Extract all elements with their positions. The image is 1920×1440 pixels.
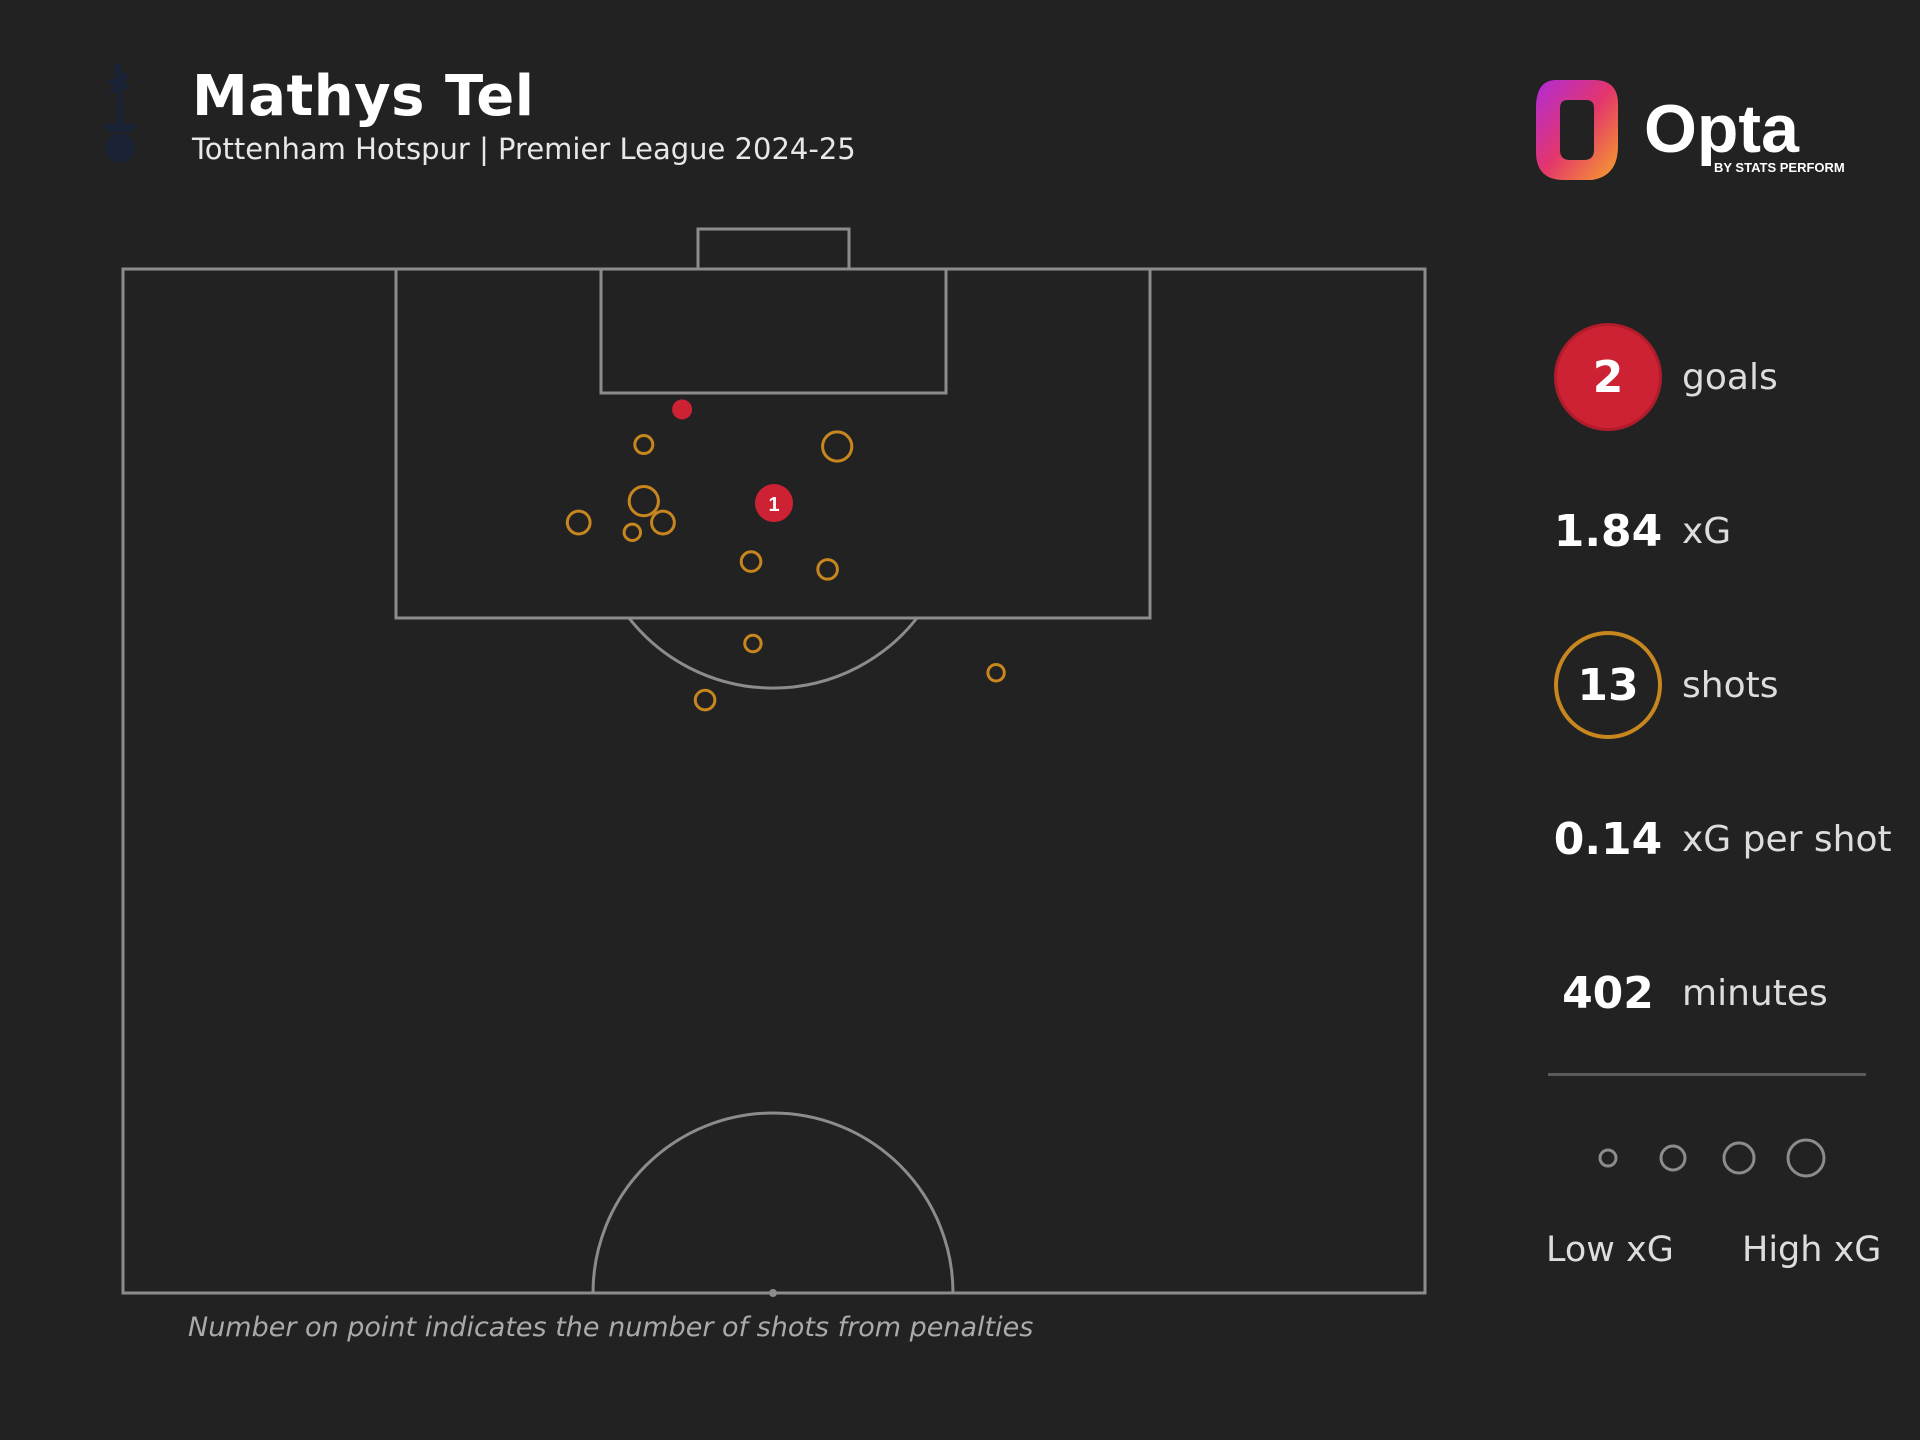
penalty-area	[394, 267, 1152, 620]
six-yard-box	[599, 267, 948, 395]
footnote: Number on point indicates the number of …	[188, 1312, 1034, 1343]
penalty-arc	[627, 617, 919, 690]
legend-marker-high	[1786, 1138, 1826, 1178]
xg-label: xG	[1682, 510, 1732, 552]
xg-per-shot-stat: 0.14 xG per shot	[1554, 784, 1894, 894]
subtitle: Tottenham Hotspur | Premier League 2024-…	[192, 131, 856, 166]
xg-value-wrap: 1.84	[1553, 477, 1663, 585]
xg-per-shot-value: 0.14	[1553, 813, 1663, 865]
xg-per-shot-label: xG per shot	[1682, 818, 1892, 860]
goal-marker	[755, 484, 793, 523]
shot-marker	[743, 633, 763, 654]
goals-label: goals	[1682, 356, 1778, 398]
legend-marker-mid-high	[1722, 1141, 1756, 1175]
shots-circle: 13	[1554, 631, 1662, 739]
opta-logo: Opta BY STATS PERFORM	[1536, 80, 1845, 180]
centre-spot	[769, 1289, 777, 1297]
goals-circle: 2	[1554, 323, 1662, 431]
minutes-stat: 402 minutes	[1554, 938, 1894, 1048]
goal-frame	[696, 227, 851, 271]
shot-marker	[622, 522, 643, 543]
legend-marker-low	[1598, 1148, 1618, 1168]
shot-marker	[816, 558, 839, 581]
xg-legend: Low xG High xG	[1540, 1130, 1882, 1310]
shot-marker	[627, 485, 660, 518]
title-block: Mathys Tel Tottenham Hotspur | Premier L…	[192, 66, 856, 166]
xg-value: 1.84	[1553, 505, 1663, 557]
shot-marker	[693, 688, 717, 712]
tottenham-crest-icon	[102, 62, 138, 163]
shot-marker	[986, 663, 1006, 683]
legend-low-label: Low xG	[1546, 1230, 1674, 1270]
shots-label: shots	[1682, 664, 1779, 706]
shot-marker	[565, 509, 592, 536]
legend-high-label: High xG	[1742, 1230, 1882, 1270]
centre-circle	[591, 1111, 955, 1294]
shot-marker	[821, 430, 854, 463]
pitch-half-outline	[121, 267, 1427, 1295]
opta-tagline: BY STATS PERFORM	[1714, 160, 1845, 175]
shots-value: 13	[1577, 659, 1639, 711]
minutes-label: minutes	[1682, 972, 1828, 1014]
shot-marker	[650, 509, 676, 536]
shot-layer: 1	[565, 399, 1006, 712]
player-name: Mathys Tel	[192, 64, 535, 129]
legend-marker-mid-low	[1659, 1144, 1687, 1172]
xg-legend-markers	[1598, 1138, 1826, 1178]
shot-marker	[739, 550, 763, 573]
minutes-value-wrap: 402	[1554, 939, 1662, 1047]
shot-marker	[633, 434, 655, 456]
opta-wordmark: Opta	[1644, 91, 1800, 167]
shots-stat: 13 shots	[1554, 630, 1894, 740]
xg-stat: 1.84 xG	[1554, 476, 1894, 586]
xg-per-shot-value-wrap: 0.14	[1553, 785, 1663, 893]
goals-value: 2	[1592, 351, 1624, 403]
stats-divider	[1548, 1073, 1866, 1076]
goal-marker	[672, 399, 693, 420]
minutes-value: 402	[1562, 967, 1654, 1019]
penalty-count-label: 1	[768, 494, 779, 516]
goals-stat: 2 goals	[1554, 322, 1894, 432]
